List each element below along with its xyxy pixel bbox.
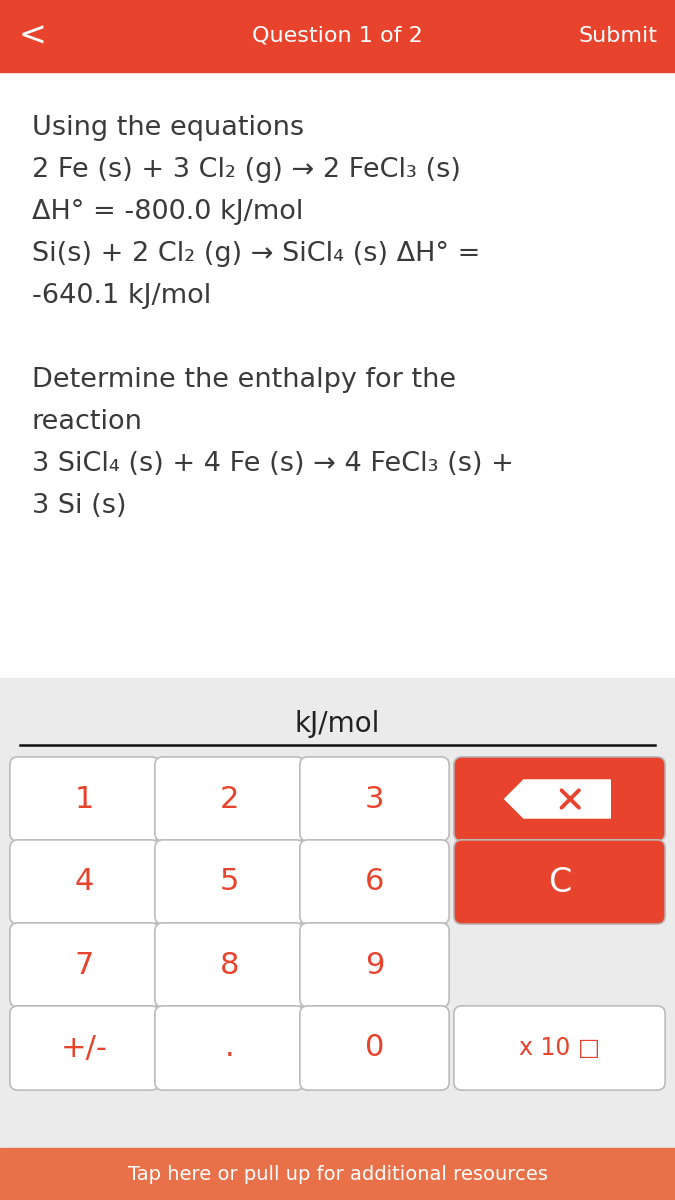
Bar (0, 678, 675, 1148)
Text: kJ/mol: kJ/mol (295, 710, 380, 738)
Polygon shape (504, 779, 611, 818)
Text: Using the equations: Using the equations (32, 115, 304, 140)
FancyBboxPatch shape (155, 757, 304, 841)
Text: <: < (18, 19, 46, 53)
Text: 0: 0 (364, 1033, 384, 1062)
Text: 7: 7 (75, 950, 94, 979)
Text: ΔH° = -800.0 kJ/mol: ΔH° = -800.0 kJ/mol (32, 199, 303, 226)
Bar (0, 0, 675, 72)
FancyBboxPatch shape (454, 1006, 665, 1090)
Text: 3 SiCl₄ (s) + 4 Fe (s) → 4 FeCl₃ (s) +: 3 SiCl₄ (s) + 4 Fe (s) → 4 FeCl₃ (s) + (32, 451, 514, 476)
Text: +/-: +/- (61, 1033, 108, 1062)
FancyBboxPatch shape (10, 1006, 159, 1090)
Text: Submit: Submit (578, 26, 657, 46)
FancyBboxPatch shape (155, 1006, 304, 1090)
FancyBboxPatch shape (300, 923, 449, 1007)
FancyBboxPatch shape (10, 757, 159, 841)
FancyBboxPatch shape (155, 840, 304, 924)
FancyBboxPatch shape (300, 1006, 449, 1090)
FancyBboxPatch shape (454, 840, 665, 924)
Text: 8: 8 (220, 950, 239, 979)
Text: 9: 9 (364, 950, 384, 979)
Text: 5: 5 (220, 868, 239, 896)
Text: 6: 6 (364, 868, 384, 896)
Text: -640.1 kJ/mol: -640.1 kJ/mol (32, 283, 211, 308)
FancyBboxPatch shape (300, 757, 449, 841)
Text: .: . (225, 1033, 234, 1062)
FancyBboxPatch shape (10, 840, 159, 924)
Text: Si(s) + 2 Cl₂ (g) → SiCl₄ (s) ΔH° =: Si(s) + 2 Cl₂ (g) → SiCl₄ (s) ΔH° = (32, 241, 481, 266)
Text: Question 1 of 2: Question 1 of 2 (252, 26, 423, 46)
Text: 3: 3 (364, 785, 384, 814)
FancyBboxPatch shape (10, 923, 159, 1007)
Bar (0, 1148, 675, 1200)
FancyBboxPatch shape (454, 757, 665, 841)
Text: x 10 □: x 10 □ (519, 1036, 600, 1060)
Text: Determine the enthalpy for the: Determine the enthalpy for the (32, 367, 456, 392)
Text: 2 Fe (s) + 3 Cl₂ (g) → 2 FeCl₃ (s): 2 Fe (s) + 3 Cl₂ (g) → 2 FeCl₃ (s) (32, 157, 461, 182)
Text: 2: 2 (220, 785, 239, 814)
Text: C: C (548, 865, 571, 899)
FancyBboxPatch shape (155, 923, 304, 1007)
Text: 3 Si (s): 3 Si (s) (32, 493, 126, 518)
Text: reaction: reaction (32, 409, 143, 434)
Text: 4: 4 (75, 868, 94, 896)
FancyBboxPatch shape (300, 840, 449, 924)
Text: Tap here or pull up for additional resources: Tap here or pull up for additional resou… (128, 1164, 547, 1183)
Text: 1: 1 (75, 785, 94, 814)
